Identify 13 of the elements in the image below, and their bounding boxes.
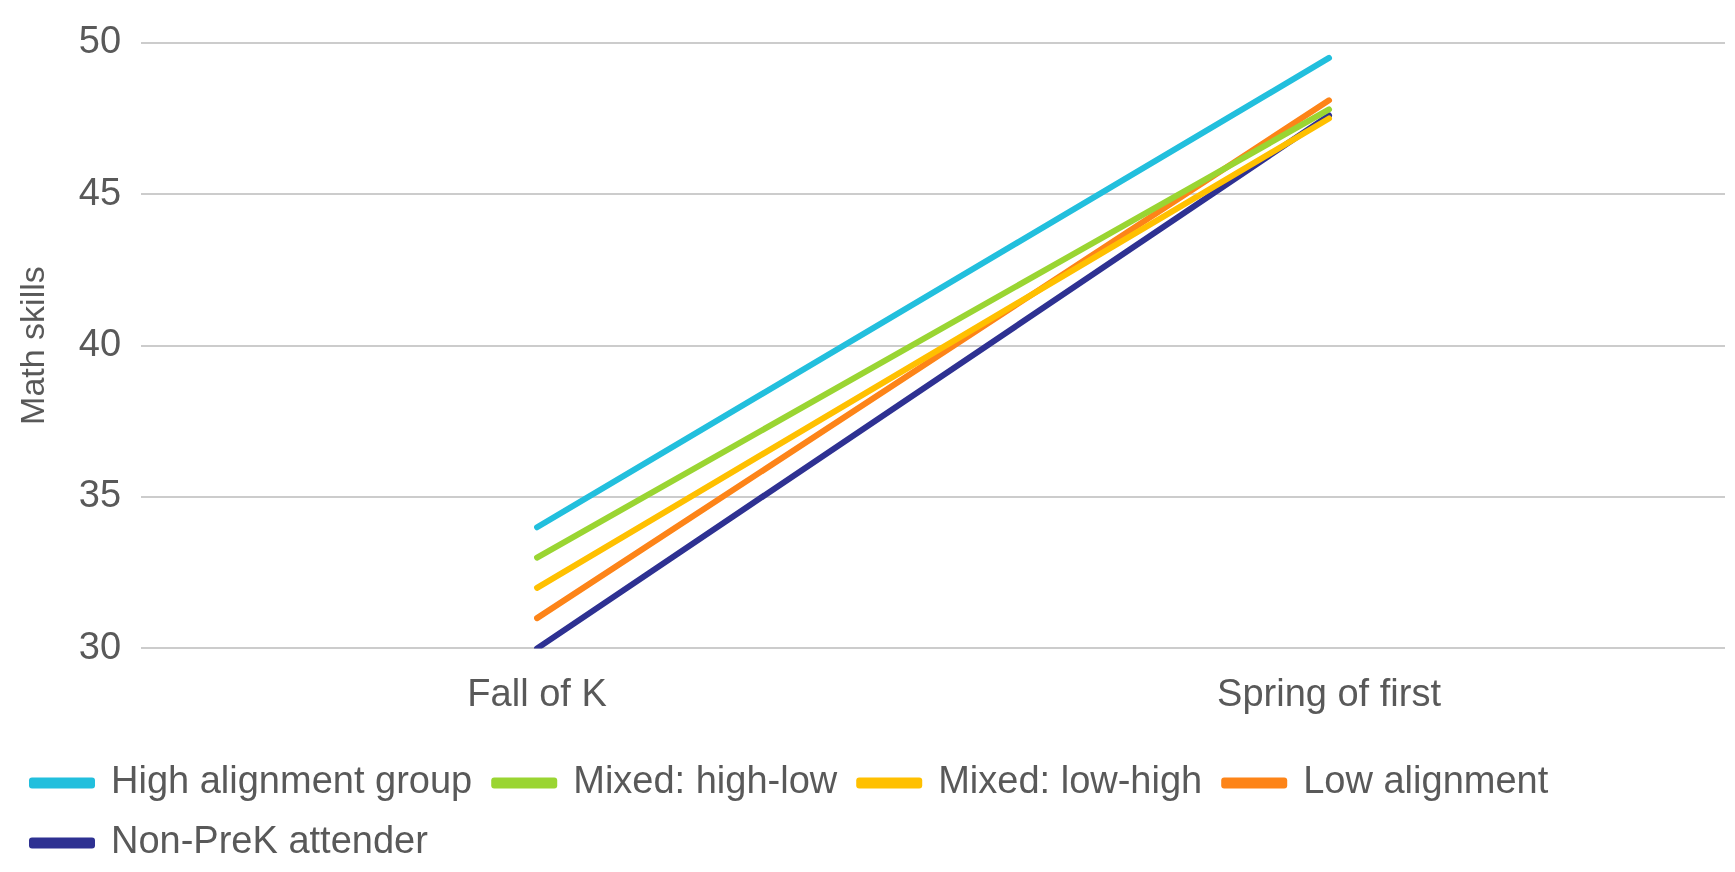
y-axis-title: Math skills xyxy=(12,266,51,425)
y-tick-label: 35 xyxy=(78,473,122,516)
legend-label: Mixed: low-high xyxy=(938,759,1203,802)
y-tick-label: 45 xyxy=(78,170,122,213)
legend-label: Non-PreK attender xyxy=(111,819,429,862)
x-tick-label: Spring of first xyxy=(1217,671,1442,714)
y-tick-label: 50 xyxy=(78,19,122,62)
legend-label: High alignment group xyxy=(111,759,473,802)
legend-label: Mixed: high-low xyxy=(573,759,838,802)
legend-label: Low alignment xyxy=(1303,759,1549,802)
y-tick-label: 40 xyxy=(78,322,122,365)
x-tick-label: Fall of K xyxy=(467,671,607,714)
y-tick-label: 30 xyxy=(78,624,122,667)
